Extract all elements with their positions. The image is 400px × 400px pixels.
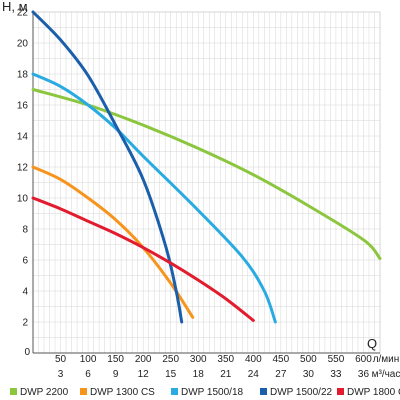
y-tick-label: 4 [22,287,28,298]
x-tick-label-m3h: 27 [275,369,287,380]
x-tick-label-m3h: 6 [85,369,91,380]
x-tick-label-m3h: 36 [358,369,370,380]
x-unit-lpm: л/мин [373,354,400,365]
x-axis-title: Q [367,336,377,351]
x-tick-label-m3h: 24 [248,369,260,380]
x-tick-label-lpm: 500 [300,354,317,365]
x-tick-label-lpm: 250 [162,354,179,365]
y-tick-label: 14 [17,132,29,143]
y-tick-label: 16 [17,101,29,112]
legend-label: DWP 1500/22 [270,387,333,398]
x-tick-label-m3h: 15 [165,369,177,380]
legend-swatch [80,388,87,395]
y-tick-label: 20 [17,39,29,50]
legend-label: DWP 1800 CS [347,387,400,398]
legend-label: DWP 1500/18 [181,387,244,398]
x-tick-label-lpm: 150 [107,354,124,365]
series-line-dwp-1500-18 [31,72,277,324]
grid [32,11,381,354]
legend-label: DWP 1300 CS [90,387,155,398]
x-tick-label-m3h: 3 [58,369,64,380]
x-tick-label-lpm: 350 [217,354,234,365]
x-tick-label-m3h: 33 [330,369,342,380]
legend-swatch [10,388,17,395]
x-unit-m3h: м³/час [372,369,400,380]
y-tick-label: 18 [17,70,29,81]
x-tick-label-lpm: 50 [55,354,67,365]
legend-swatch [337,388,344,395]
series-line-dwp-2200 [31,88,382,260]
x-tick-label-lpm: 450 [273,354,290,365]
y-tick-label: 22 [17,8,29,19]
x-tick-label-lpm: 0 [24,347,30,358]
x-tick-label-lpm: 550 [328,354,345,365]
x-tick-label-m3h: 30 [303,369,315,380]
y-tick-label: 8 [22,225,28,236]
x-tick-label-m3h: 18 [193,369,205,380]
x-tick-label-lpm: 400 [245,354,262,365]
x-tick-label-lpm: 600 [355,354,372,365]
y-axis-title: H, м [2,0,28,14]
x-tick-label-lpm: 300 [190,354,207,365]
x-tick-label-m3h: 9 [113,369,119,380]
y-tick-label: 2 [22,318,28,329]
series-line-dwp-1800-cs [31,196,255,322]
y-tick-label: 10 [17,194,29,205]
legend-swatch [260,388,267,395]
legend-swatch [171,388,178,395]
legend-label: DWP 2200 [20,387,69,398]
y-tick-label: 12 [17,163,29,174]
series-line-dwp-1500-22 [31,10,184,324]
x-tick-label-m3h: 12 [138,369,150,380]
x-tick-label-lpm: 200 [135,354,152,365]
y-tick-label: 6 [22,256,28,267]
legend: DWP 2200 DWP 1300 CS DWP 1500/18 DWP 1500/2… [10,387,400,398]
series-lines [31,10,382,324]
x-tick-label-m3h: 21 [220,369,232,380]
series-line-dwp-1300-cs [31,165,195,319]
x-tick-label-lpm: 100 [80,354,97,365]
